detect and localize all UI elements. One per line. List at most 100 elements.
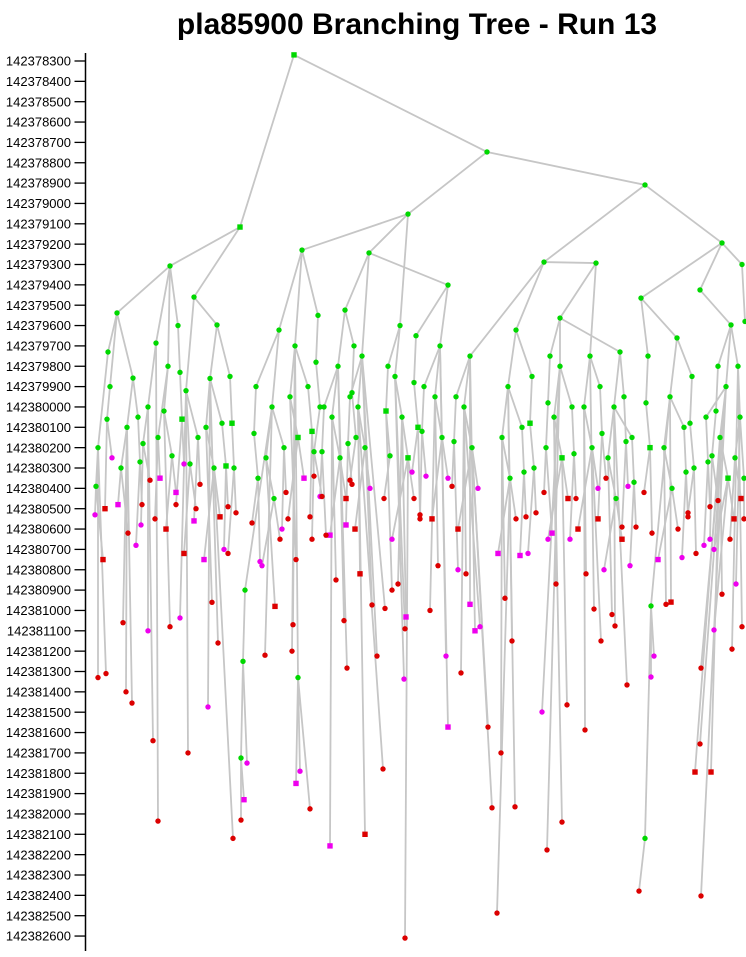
tree-node (613, 495, 619, 502)
tree-node (118, 465, 124, 471)
tree-node (114, 310, 120, 316)
tree-edge (543, 184, 646, 263)
tree-edge (221, 422, 227, 467)
tree-node (437, 343, 443, 349)
tree-edge (157, 365, 169, 439)
tree-node (362, 444, 368, 451)
tree-edge (140, 442, 144, 526)
tree-edge (415, 284, 449, 337)
tree-node (415, 424, 421, 430)
tree-node (693, 550, 699, 557)
tree-node (147, 477, 153, 483)
tree-edge (163, 410, 171, 628)
tree-edge (345, 442, 349, 526)
tree-node (469, 444, 475, 451)
tree-node (539, 709, 545, 715)
tree-node (485, 724, 491, 730)
tree-edge (251, 477, 259, 524)
y-tick-label: 142378800 (6, 155, 71, 170)
tree-edge (179, 371, 183, 421)
tree-node (167, 263, 173, 269)
tree-edge (278, 249, 303, 331)
tree-node (329, 414, 335, 420)
tree-edge (631, 436, 635, 484)
tree-node (157, 475, 163, 481)
tree-node (259, 562, 265, 569)
tree-node (638, 295, 644, 301)
tree-node (551, 414, 557, 420)
tree-edge (257, 477, 261, 563)
tree-node (545, 536, 551, 542)
tree-node (225, 550, 231, 557)
tree-node (124, 424, 130, 430)
tree-edge (699, 289, 732, 326)
tree-edge (629, 481, 635, 567)
tree-edge (613, 406, 628, 686)
tree-edge (216, 324, 231, 378)
tree-node (367, 485, 373, 492)
tree-edge (496, 477, 511, 914)
y-tick-label: 142380400 (6, 481, 71, 496)
tree-node (107, 383, 113, 390)
tree-node (293, 780, 299, 787)
tree-edge (315, 361, 321, 408)
tree-node (115, 501, 121, 508)
tree-node (498, 750, 504, 756)
tree-edge (209, 377, 219, 644)
tree-edge (104, 418, 108, 510)
tree-edge (638, 837, 646, 892)
y-tick-label: 142378600 (6, 115, 71, 130)
tree-edge (645, 355, 649, 404)
tree-edge (694, 436, 721, 773)
tree-node (203, 424, 209, 430)
tree-node (595, 516, 601, 522)
tree-node (229, 420, 235, 426)
tree-node (685, 510, 691, 516)
tree-node (697, 287, 703, 293)
tree-edge (507, 385, 523, 429)
tree-node (183, 387, 189, 394)
tree-node (389, 587, 395, 593)
tree-node (92, 512, 98, 518)
tree-node (633, 524, 639, 530)
tree-node (169, 453, 175, 459)
tree-node (307, 806, 313, 812)
y-tick-label: 142380000 (6, 400, 71, 415)
tree-node (697, 741, 703, 747)
tree-edge (650, 395, 671, 607)
tree-edge (301, 213, 409, 251)
tree-node (345, 440, 351, 447)
tree-node (647, 444, 653, 451)
tree-node (715, 497, 721, 504)
tree-node (648, 603, 654, 609)
tree-node (544, 847, 550, 853)
tree-node (705, 459, 711, 465)
tree-node (291, 52, 297, 58)
tree-node (691, 465, 697, 471)
tree-edge (387, 324, 401, 368)
tree-edge (671, 487, 679, 530)
tree-node (311, 449, 317, 455)
tree-edge (640, 297, 649, 357)
tree-edge (621, 440, 627, 528)
tree-node (739, 624, 745, 630)
tree-node (669, 485, 675, 492)
tree-edge (463, 406, 481, 628)
tree-node (327, 532, 333, 538)
tree-node (417, 512, 423, 518)
y-tick-label: 142382500 (6, 908, 71, 923)
y-tick-label: 142379800 (6, 359, 71, 374)
tree-node (179, 416, 185, 422)
tree-edge (313, 450, 323, 498)
tree-edge (543, 261, 597, 264)
y-tick-label: 142380200 (6, 440, 71, 455)
tree-edge (337, 365, 348, 669)
tree-node (719, 240, 725, 246)
tree-edge (559, 365, 573, 408)
tree-node (557, 315, 563, 321)
tree-node (625, 483, 631, 490)
tree-node (731, 516, 737, 522)
tree-node (741, 475, 746, 481)
tree-edge (417, 426, 421, 516)
